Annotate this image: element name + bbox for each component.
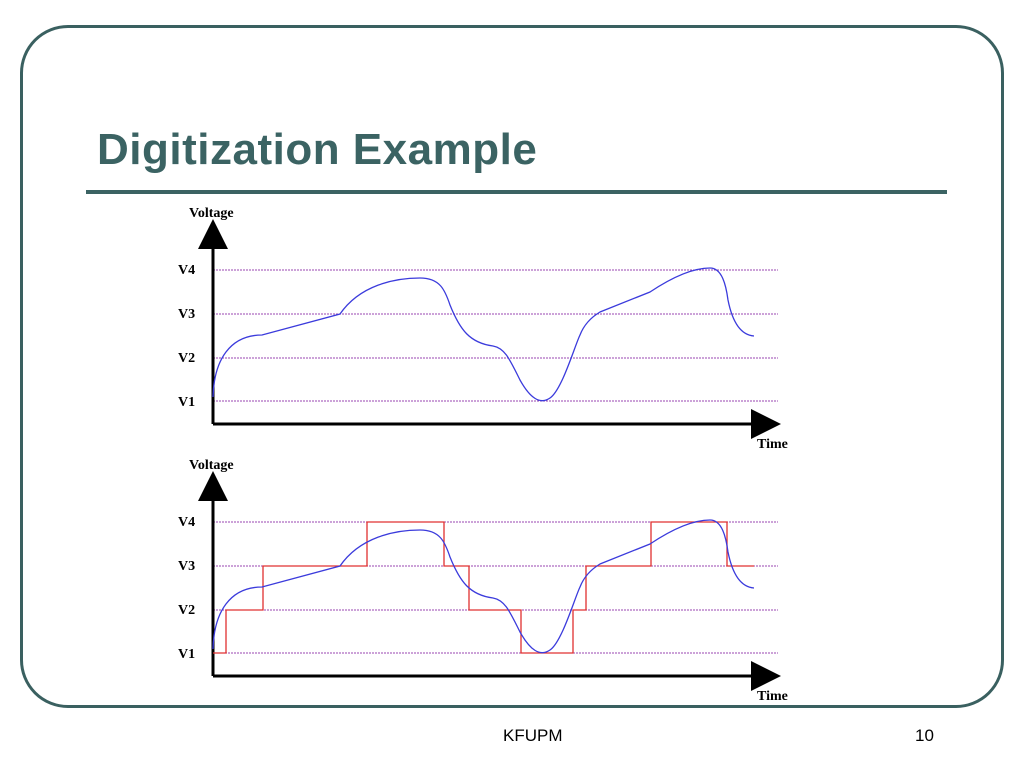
level-label-v1: V1 bbox=[178, 395, 195, 410]
level-label-v2: V2 bbox=[178, 603, 195, 618]
level-label-v2: V2 bbox=[178, 351, 195, 366]
y-axis-label: Voltage bbox=[189, 458, 234, 473]
slide-title: Digitization Example bbox=[97, 125, 538, 174]
title-divider bbox=[86, 190, 947, 194]
x-axis-label: Time bbox=[757, 437, 788, 452]
analog-signal-curve bbox=[212, 519, 755, 654]
quantized-signal-diagram: Voltage Time V4 V3 V2 V1 bbox=[178, 458, 788, 704]
level-label-v4: V4 bbox=[178, 515, 195, 530]
x-axis-label: Time bbox=[757, 689, 788, 704]
level-label-v1: V1 bbox=[178, 647, 195, 662]
quantized-step-signal bbox=[213, 521, 754, 654]
page-number: 10 bbox=[915, 726, 934, 745]
level-label-v3: V3 bbox=[178, 307, 195, 322]
analog-signal-curve bbox=[212, 267, 755, 402]
slide-frame bbox=[20, 25, 1004, 708]
level-label-v4: V4 bbox=[178, 263, 195, 278]
footer-organization: KFUPM bbox=[503, 726, 563, 745]
level-label-v3: V3 bbox=[178, 559, 195, 574]
y-axis-label: Voltage bbox=[189, 206, 234, 221]
analog-signal-diagram: Voltage Time V4 V3 V2 V1 bbox=[178, 206, 788, 452]
